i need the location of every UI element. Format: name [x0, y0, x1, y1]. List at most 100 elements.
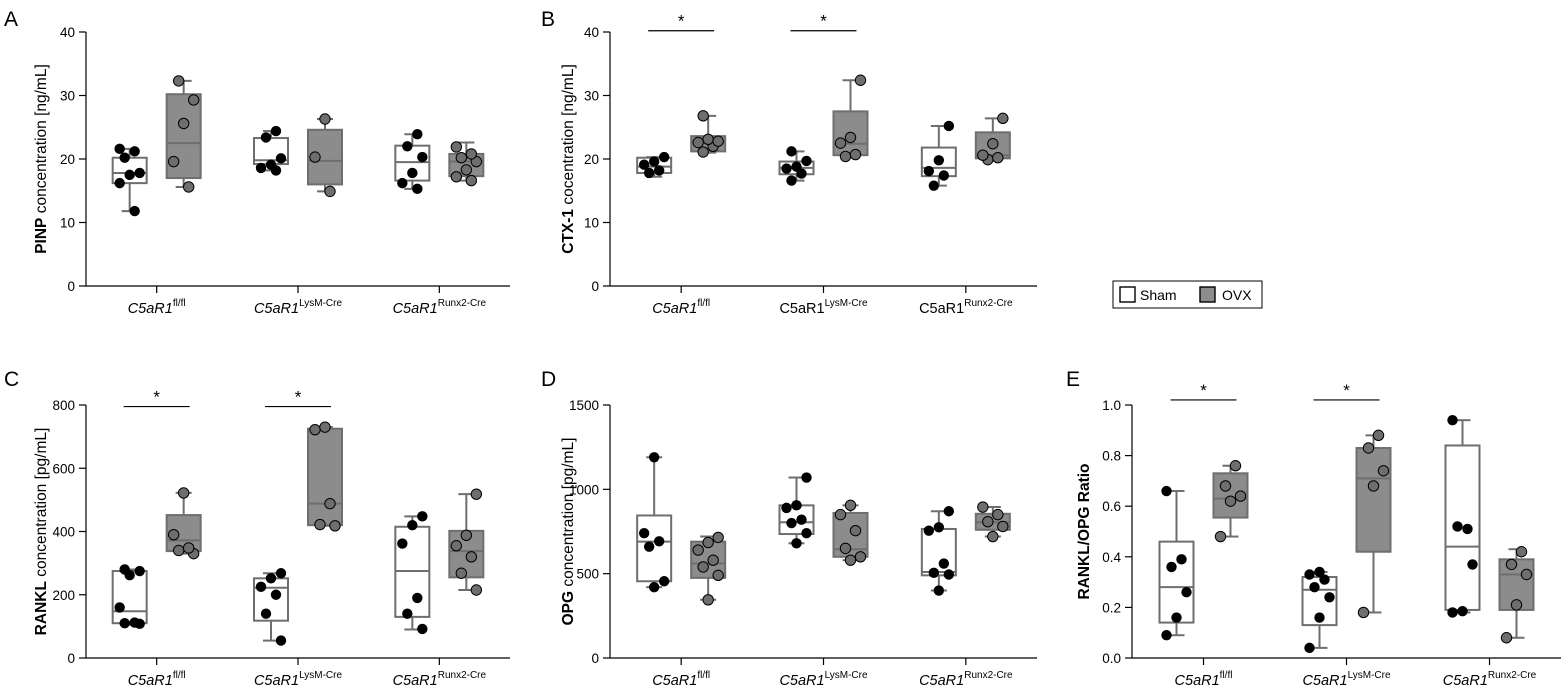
x-category-sup: Runx2-Cre	[438, 670, 487, 681]
x-category-sup: fl/fl	[697, 298, 710, 309]
data-point-sham	[781, 502, 792, 514]
data-point-sham	[1181, 587, 1192, 598]
y-tick-label: 20	[60, 152, 75, 167]
significance-star: *	[820, 12, 827, 31]
data-point-ovx	[1520, 568, 1533, 581]
box-iqr	[636, 514, 673, 583]
data-point-sham	[1447, 414, 1458, 426]
data-point-sham	[402, 608, 413, 619]
box-sham	[1158, 485, 1195, 641]
data-point-sham	[643, 167, 655, 179]
data-point-ovx	[465, 551, 478, 563]
box-ovx	[974, 112, 1011, 166]
data-point-sham	[275, 635, 287, 646]
y-tick-label: 0.4	[1102, 550, 1121, 565]
box-sham	[920, 506, 957, 596]
data-point-sham	[412, 129, 423, 140]
y-tick-label: 200	[52, 588, 75, 603]
data-point-sham	[119, 564, 130, 575]
box-sham	[394, 511, 431, 635]
x-category-label: C5aR1Runx2-Cre	[393, 298, 487, 317]
data-point-sham	[658, 576, 670, 587]
data-point-sham	[1176, 554, 1187, 565]
data-point-ovx	[1500, 632, 1513, 644]
data-point-sham	[1447, 607, 1458, 618]
x-category-base: C5aR1	[652, 301, 697, 317]
box-ovx	[690, 531, 727, 606]
x-category-sup: fl/fl	[1220, 670, 1233, 681]
data-point-sham	[796, 514, 807, 525]
data-point-sham	[134, 167, 145, 179]
y-tick-label: 500	[576, 567, 599, 582]
box-iqr	[920, 527, 957, 577]
data-point-sham	[786, 175, 797, 186]
y-tick-label: 0.6	[1102, 499, 1121, 514]
x-category-label: C5aR1fl/fl	[128, 298, 186, 317]
y-axis-label: RANKL/OPG Ratio	[1076, 463, 1093, 599]
data-point-sham	[933, 585, 945, 596]
data-point-sham	[417, 151, 428, 163]
x-category-base: C5aR1	[393, 673, 438, 689]
x-category-sup: Runx2-Cre	[964, 298, 1013, 309]
data-point-ovx	[1362, 442, 1375, 454]
data-point-ovx	[992, 152, 1004, 164]
box-ovx	[832, 499, 869, 566]
x-category-base: C5aR1	[652, 673, 697, 689]
panel-d: D OPG concentration [pg/mL] 0 500 1000 1500 C5…	[541, 368, 1037, 689]
legend-label-ovx: OVX	[1222, 287, 1252, 303]
data-point-ovx	[455, 152, 468, 164]
data-point-ovx	[844, 499, 857, 512]
data-point-sham	[265, 573, 277, 584]
data-point-sham	[397, 177, 408, 189]
x-category-base: C5aR1	[254, 301, 299, 317]
y-tick-label: 0	[591, 279, 599, 294]
x-category-base: C5aR1	[919, 673, 964, 689]
data-point-ovx	[182, 542, 195, 554]
legend-label-sham: Sham	[1140, 287, 1177, 303]
data-point-sham	[255, 162, 267, 174]
data-point-ovx	[187, 94, 200, 106]
data-point-sham	[1314, 612, 1325, 623]
data-point-sham	[275, 153, 287, 164]
data-point-ovx	[849, 524, 862, 537]
x-category-base: C5aR1	[919, 301, 964, 317]
x-category-label: C5aR1Runx2-Cre	[393, 670, 487, 689]
box-sham	[778, 472, 815, 549]
data-point-sham	[1309, 581, 1320, 593]
data-point-ovx	[465, 148, 478, 160]
data-point-sham	[1319, 574, 1330, 585]
data-point-ovx	[844, 554, 857, 566]
data-point-ovx	[997, 520, 1009, 533]
data-point-ovx	[172, 544, 185, 557]
data-point-ovx	[692, 136, 704, 149]
data-point-ovx	[329, 520, 341, 532]
significance-star: *	[678, 12, 685, 31]
data-point-sham	[648, 581, 660, 593]
panels: A PINP concentration [ng/mL] 0 10 20 30 40 C5aR…	[4, 8, 1561, 689]
x-category-sup: LysM-Cre	[299, 670, 342, 681]
y-tick-label: 0	[67, 651, 75, 666]
data-point-ovx	[470, 584, 483, 596]
x-category-label: C5aR1fl/fl	[128, 670, 186, 689]
box-ovx	[1498, 546, 1535, 644]
data-point-sham	[638, 527, 650, 539]
data-point-sham	[943, 506, 955, 517]
data-point-sham	[643, 541, 655, 552]
x-category-sup: LysM-Cre	[299, 298, 342, 309]
data-point-sham	[781, 163, 792, 174]
box-iqr	[1355, 447, 1392, 553]
data-point-sham	[119, 152, 130, 163]
data-point-ovx	[450, 171, 463, 183]
data-point-ovx	[712, 531, 724, 544]
data-point-ovx	[324, 185, 336, 198]
y-tick-label: 0	[591, 651, 599, 666]
data-point-sham	[1314, 566, 1325, 578]
box-sham	[1444, 414, 1481, 618]
significance-star: *	[1343, 381, 1350, 400]
x-category-label: C5aR1LysM-Cre	[254, 298, 343, 317]
data-point-sham	[658, 151, 670, 163]
data-point-sham	[928, 567, 940, 579]
panel-letter: A	[4, 8, 18, 31]
data-point-sham	[1462, 523, 1473, 535]
x-category-base: C5aR1	[779, 673, 824, 689]
